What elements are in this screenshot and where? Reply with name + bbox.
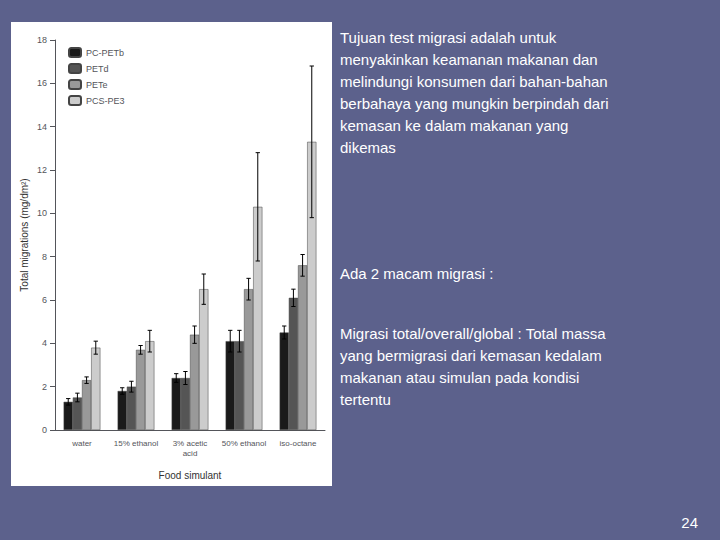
svg-text:Tujuan test migrasi adalah unt: Tujuan test migrasi adalah untuk	[340, 29, 557, 46]
svg-text:Food simulant: Food simulant	[159, 470, 222, 481]
svg-text:PC-PETb: PC-PETb	[86, 48, 124, 58]
svg-text:10: 10	[37, 208, 47, 218]
svg-text:water: water	[71, 439, 92, 448]
svg-text:melindungi konsumen dari bahan: melindungi konsumen dari bahan-bahan	[340, 73, 608, 90]
svg-text:kemasan ke dalam makanan yang: kemasan ke dalam makanan yang	[340, 117, 568, 134]
svg-text:PETd: PETd	[86, 64, 109, 74]
svg-text:PCS-PE3: PCS-PE3	[86, 96, 125, 106]
svg-text:berbahaya yang mungkin berpind: berbahaya yang mungkin berpindah dari	[340, 95, 609, 112]
svg-text:menyakinkan keamanan makanan d: menyakinkan keamanan makanan dan	[340, 51, 598, 68]
svg-text:2: 2	[42, 382, 47, 392]
svg-text:18: 18	[37, 35, 47, 45]
svg-text:4: 4	[42, 338, 47, 348]
svg-text:Total migrations (mg/dm²): Total migrations (mg/dm²)	[19, 178, 30, 291]
svg-text:tertentu: tertentu	[340, 391, 391, 408]
svg-text:makanan atau simulan pada kond: makanan atau simulan pada kondisi	[340, 369, 579, 386]
svg-text:Migrasi total/overall/global :: Migrasi total/overall/global : Total mas…	[340, 325, 606, 342]
svg-text:8: 8	[42, 252, 47, 262]
svg-text:12: 12	[37, 165, 47, 175]
svg-text:0: 0	[42, 425, 47, 435]
svg-text:14: 14	[37, 122, 47, 132]
svg-text:Ada 2 macam migrasi :: Ada 2 macam migrasi :	[340, 265, 493, 282]
svg-text:6: 6	[42, 295, 47, 305]
svg-text:iso-octane: iso-octane	[280, 439, 317, 448]
svg-text:acid: acid	[183, 449, 198, 458]
svg-text:16: 16	[37, 78, 47, 88]
svg-text:50% ethanol: 50% ethanol	[222, 439, 267, 448]
svg-text:dikemas: dikemas	[340, 139, 396, 156]
svg-text:24: 24	[681, 514, 698, 531]
svg-text:yang bermigrasi dari kemasan k: yang bermigrasi dari kemasan kedalam	[340, 347, 602, 364]
svg-text:PETe: PETe	[86, 80, 108, 90]
svg-text:15% ethanol: 15% ethanol	[114, 439, 159, 448]
svg-text:3% acetic: 3% acetic	[173, 439, 208, 448]
